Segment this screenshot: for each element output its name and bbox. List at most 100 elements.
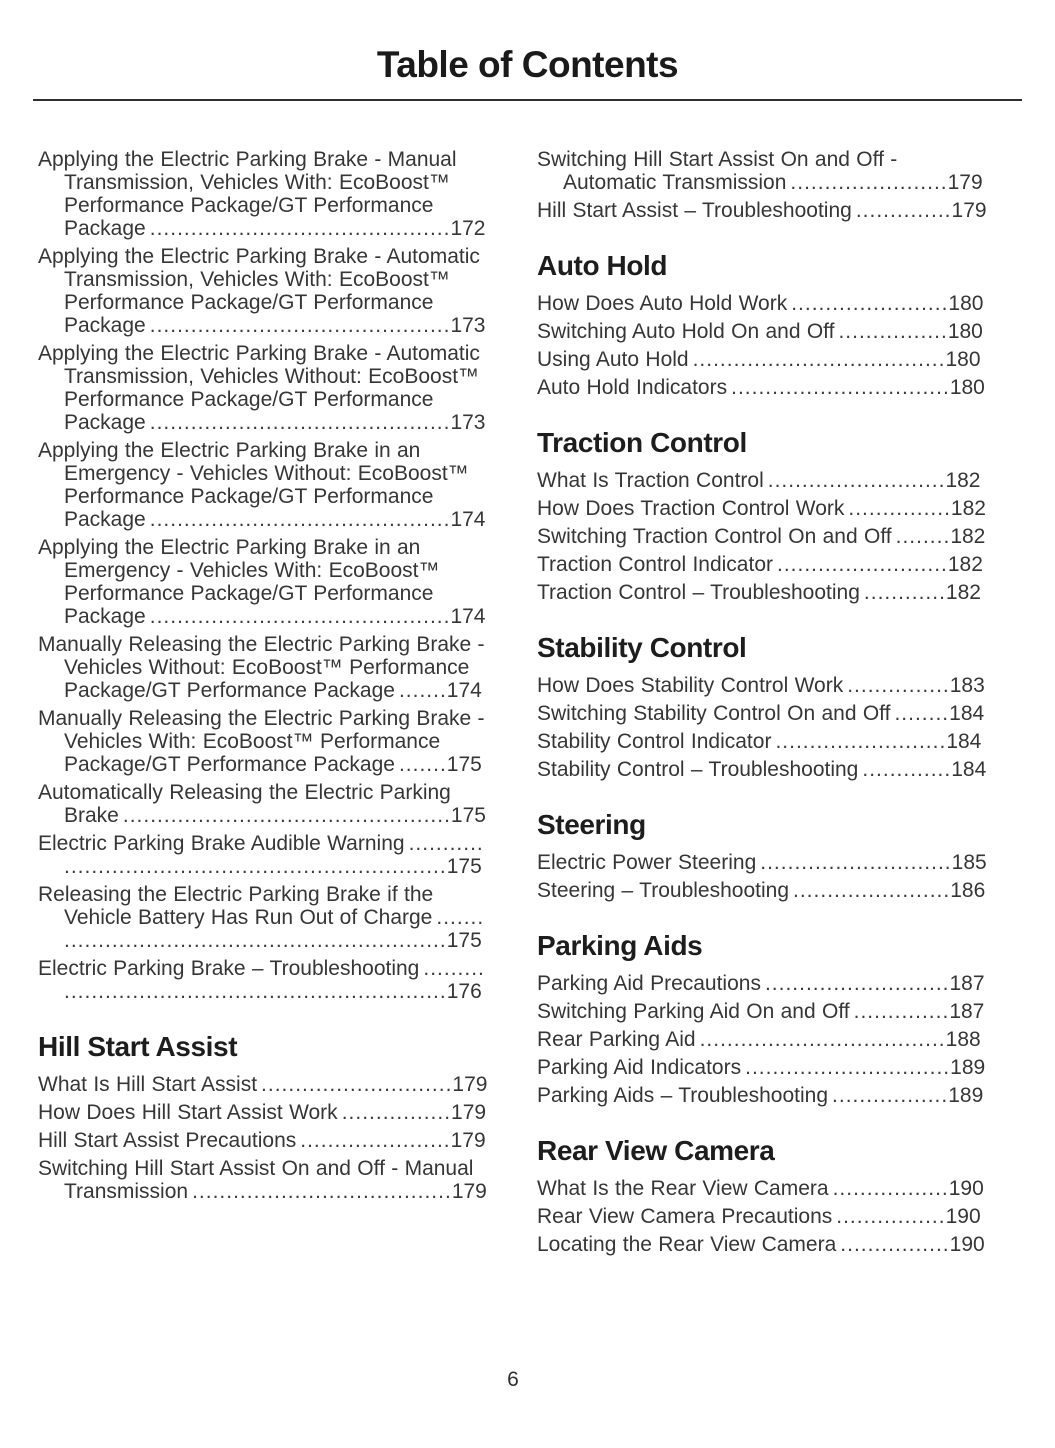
entry-label: Automatically Releasing the Electric Par…	[38, 781, 451, 827]
toc-entry[interactable]: What Is the Rear View Camera .​.​.​.​.​.​…	[537, 1177, 987, 1200]
toc-entry[interactable]: Releasing the Electric Parking Brake if …	[38, 883, 488, 952]
toc-section-hill-start-assist-continued: Switching Hill Start Assist On and Off -…	[537, 148, 987, 222]
toc-entry[interactable]: Hill Start Assist – Troubleshooting .​.​.…	[537, 199, 987, 222]
entry-page-number: 184	[949, 702, 985, 725]
toc-entry[interactable]: Parking Aid Indicators .​.​.​.​.​.​.​.​.​…	[537, 1056, 987, 1079]
toc-entry[interactable]: Manually Releasing the Electric Parking …	[38, 633, 488, 702]
entry-page-number: 189	[948, 1084, 984, 1107]
toc-entry[interactable]: Switching Hill Start Assist On and Off -…	[537, 148, 987, 194]
entry-label: Switching Auto Hold On and Off	[537, 320, 835, 343]
entry-page-number: 180	[948, 292, 984, 315]
toc-entry[interactable]: Electric Parking Brake – Troubleshooting…	[38, 957, 488, 1003]
entry-page-number: 182	[950, 525, 986, 548]
entry-label: Manually Releasing the Electric Parking …	[38, 707, 485, 776]
entry-page-number: 179	[951, 199, 987, 222]
toc-entry[interactable]: How Does Auto Hold Work .​.​.​.​.​.​.​.​.…	[537, 292, 987, 315]
entry-label: Applying the Electric Parking Brake in a…	[38, 439, 469, 531]
dot-leader: .​.​.​.​.​.​.​.​.​.​.​.​.​.​.​.​.​.​.​.​…	[122, 804, 451, 827]
toc-entry[interactable]: Switching Auto Hold On and Off .​.​.​.​.​…	[537, 320, 987, 343]
dot-leader: .​.​.​.​.​.​.​.​.​.​.​.​.​.​.​.​.​.​.​.​…	[192, 1180, 452, 1203]
entry-label: Switching Traction Control On and Off	[537, 525, 892, 548]
dot-leader: .​.​.​.​.​.​.​.​.​.​.​.​.​.​	[853, 1000, 950, 1023]
toc-section-brakes-continued: Applying the Electric Parking Brake - Ma…	[38, 148, 488, 1003]
toc-section-traction-control: Traction Control What Is Traction Contro…	[537, 427, 987, 604]
toc-entry[interactable]: Locating the Rear View Camera .​.​.​.​.​.…	[537, 1233, 987, 1256]
toc-entry[interactable]: Using Auto Hold .​.​.​.​.​.​.​.​.​.​.​.​.…	[537, 348, 987, 371]
entry-page-number: 190	[945, 1205, 981, 1228]
toc-entry[interactable]: Parking Aids – Troubleshooting .​.​.​.​.​…	[537, 1084, 987, 1107]
entry-page-number: 183	[949, 674, 985, 697]
entry-label: Manually Releasing the Electric Parking …	[38, 633, 485, 702]
toc-entry[interactable]: Applying the Electric Parking Brake in a…	[38, 439, 488, 531]
entry-label: Electric Power Steering	[537, 851, 757, 874]
entry-label: What Is Hill Start Assist	[38, 1073, 258, 1096]
entry-label: Switching Hill Start Assist On and Off -…	[537, 148, 898, 194]
right-column: Switching Hill Start Assist On and Off -…	[537, 148, 987, 1261]
entry-label: What Is Traction Control	[537, 469, 764, 492]
toc-entry[interactable]: Steering – Troubleshooting .​.​.​.​.​.​.​…	[537, 879, 987, 902]
toc-entry[interactable]: Stability Control – Troubleshooting .​.​.…	[537, 758, 987, 781]
toc-entry[interactable]: What Is Traction Control .​.​.​.​.​.​.​.​…	[537, 469, 987, 492]
entry-page-number: 175	[450, 804, 486, 827]
toc-entry[interactable]: What Is Hill Start Assist .​.​.​.​.​.​.​.…	[38, 1073, 488, 1096]
toc-entry[interactable]: Switching Traction Control On and Off .​.…	[537, 525, 987, 548]
entry-label: Hill Start Assist – Troubleshooting	[537, 199, 852, 222]
dot-leader: .​.​.​.​.​.​.​.​	[894, 702, 950, 725]
toc-entry[interactable]: Switching Parking Aid On and Off .​.​.​.​…	[537, 1000, 987, 1023]
toc-entry[interactable]: How Does Stability Control Work .​.​.​.​.…	[537, 674, 987, 697]
entry-page-number: 174	[446, 679, 482, 702]
title-divider	[33, 99, 1022, 101]
toc-entry[interactable]: Parking Aid Precautions .​.​.​.​.​.​.​.​.…	[537, 972, 987, 995]
toc-entry[interactable]: Electric Power Steering .​.​.​.​.​.​.​.​.…	[537, 851, 987, 874]
toc-entry[interactable]: Rear Parking Aid .​.​.​.​.​.​.​.​.​.​.​.​…	[537, 1028, 987, 1051]
dot-leader: .​.​.​.​.​.​.​.​.​.​.​.​.​.​.​	[848, 497, 951, 520]
entry-label: Rear Parking Aid	[537, 1028, 696, 1051]
dot-leader: .​.​.​.​.​.​.​.​.​.​.​.​.​.​.​.​	[341, 1101, 452, 1124]
section-heading: Parking Aids	[537, 930, 703, 961]
toc-entry[interactable]: Automatically Releasing the Electric Par…	[38, 781, 488, 827]
toc-entry[interactable]: Manually Releasing the Electric Parking …	[38, 707, 488, 776]
toc-entry[interactable]: Auto Hold Indicators .​.​.​.​.​.​.​.​.​.​…	[537, 376, 987, 399]
entry-page-number: 182	[945, 581, 981, 604]
entry-page-number: 184	[946, 730, 982, 753]
toc-entry[interactable]: Electric Parking Brake Audible Warning .​…	[38, 832, 488, 878]
toc-entry[interactable]: Switching Stability Control On and Off .​…	[537, 702, 987, 725]
toc-columns: Applying the Electric Parking Brake - Ma…	[0, 148, 1055, 1261]
entry-page-number: 174	[450, 605, 486, 628]
left-column: Applying the Electric Parking Brake - Ma…	[38, 148, 488, 1261]
dot-leader: .​.​.​.​.​.​.​.​.​.​.​.​.​.​.​.​.​.​.​.​…	[64, 906, 485, 952]
toc-entry[interactable]: How Does Traction Control Work .​.​.​.​.​…	[537, 497, 987, 520]
toc-entry[interactable]: Traction Control Indicator .​.​.​.​.​.​.​…	[537, 553, 987, 576]
toc-entry[interactable]: Applying the Electric Parking Brake - Ma…	[38, 148, 488, 240]
entry-label: What Is the Rear View Camera	[537, 1177, 829, 1200]
dot-leader: .​.​.​.​.​.​.​	[398, 753, 447, 776]
toc-entry[interactable]: How Does Hill Start Assist Work .​.​.​.​.…	[38, 1101, 488, 1124]
entry-label: Traction Control Indicator	[537, 553, 773, 576]
toc-entry[interactable]: Traction Control – Troubleshooting .​.​.​…	[537, 581, 987, 604]
toc-entry[interactable]: Applying the Electric Parking Brake - Au…	[38, 342, 488, 434]
toc-entry[interactable]: Hill Start Assist Precautions .​.​.​.​.​.…	[38, 1129, 488, 1152]
toc-section-hill-start-assist: Hill Start Assist What Is Hill Start Ass…	[38, 1031, 488, 1203]
folio-page-number: 6	[507, 1368, 519, 1391]
entry-page-number: 180	[945, 348, 981, 371]
dot-leader: .​.​.​.​.​.​.​.​.​.​.​.​.​.​.​.​.​	[832, 1177, 949, 1200]
page-header: Table of Contents	[0, 0, 1055, 101]
entry-page-number: 175	[446, 929, 482, 952]
toc-entry[interactable]: Stability Control Indicator .​.​.​.​.​.​.…	[537, 730, 987, 753]
toc-entry[interactable]: Rear View Camera Precautions .​.​.​.​.​.​…	[537, 1205, 987, 1228]
toc-section-auto-hold: Auto Hold How Does Auto Hold Work .​.​.​.…	[537, 250, 987, 399]
toc-entry[interactable]: Applying the Electric Parking Brake - Au…	[38, 245, 488, 337]
entry-label: Electric Parking Brake – Troubleshooting	[38, 957, 420, 980]
toc-entry[interactable]: Switching Hill Start Assist On and Off -…	[38, 1157, 488, 1203]
dot-leader: .​.​.​.​.​.​.​.​	[895, 525, 951, 548]
dot-leader: .​.​.​.​.​.​.​.​.​.​.​.​.​.​	[855, 199, 952, 222]
entry-label: Applying the Electric Parking Brake in a…	[38, 536, 440, 628]
entry-page-number: 172	[450, 217, 486, 240]
toc-section-stability-control: Stability Control How Does Stability Con…	[537, 632, 987, 781]
entry-label: How Does Hill Start Assist Work	[38, 1101, 338, 1124]
dot-leader: .​.​.​.​.​.​.​.​.​.​.​.​.​.​.​.​	[840, 1233, 950, 1256]
entry-label: Switching Stability Control On and Off	[537, 702, 891, 725]
toc-entry[interactable]: Applying the Electric Parking Brake in a…	[38, 536, 488, 628]
toc-section-rear-view-camera: Rear View Camera What Is the Rear View C…	[537, 1135, 987, 1256]
